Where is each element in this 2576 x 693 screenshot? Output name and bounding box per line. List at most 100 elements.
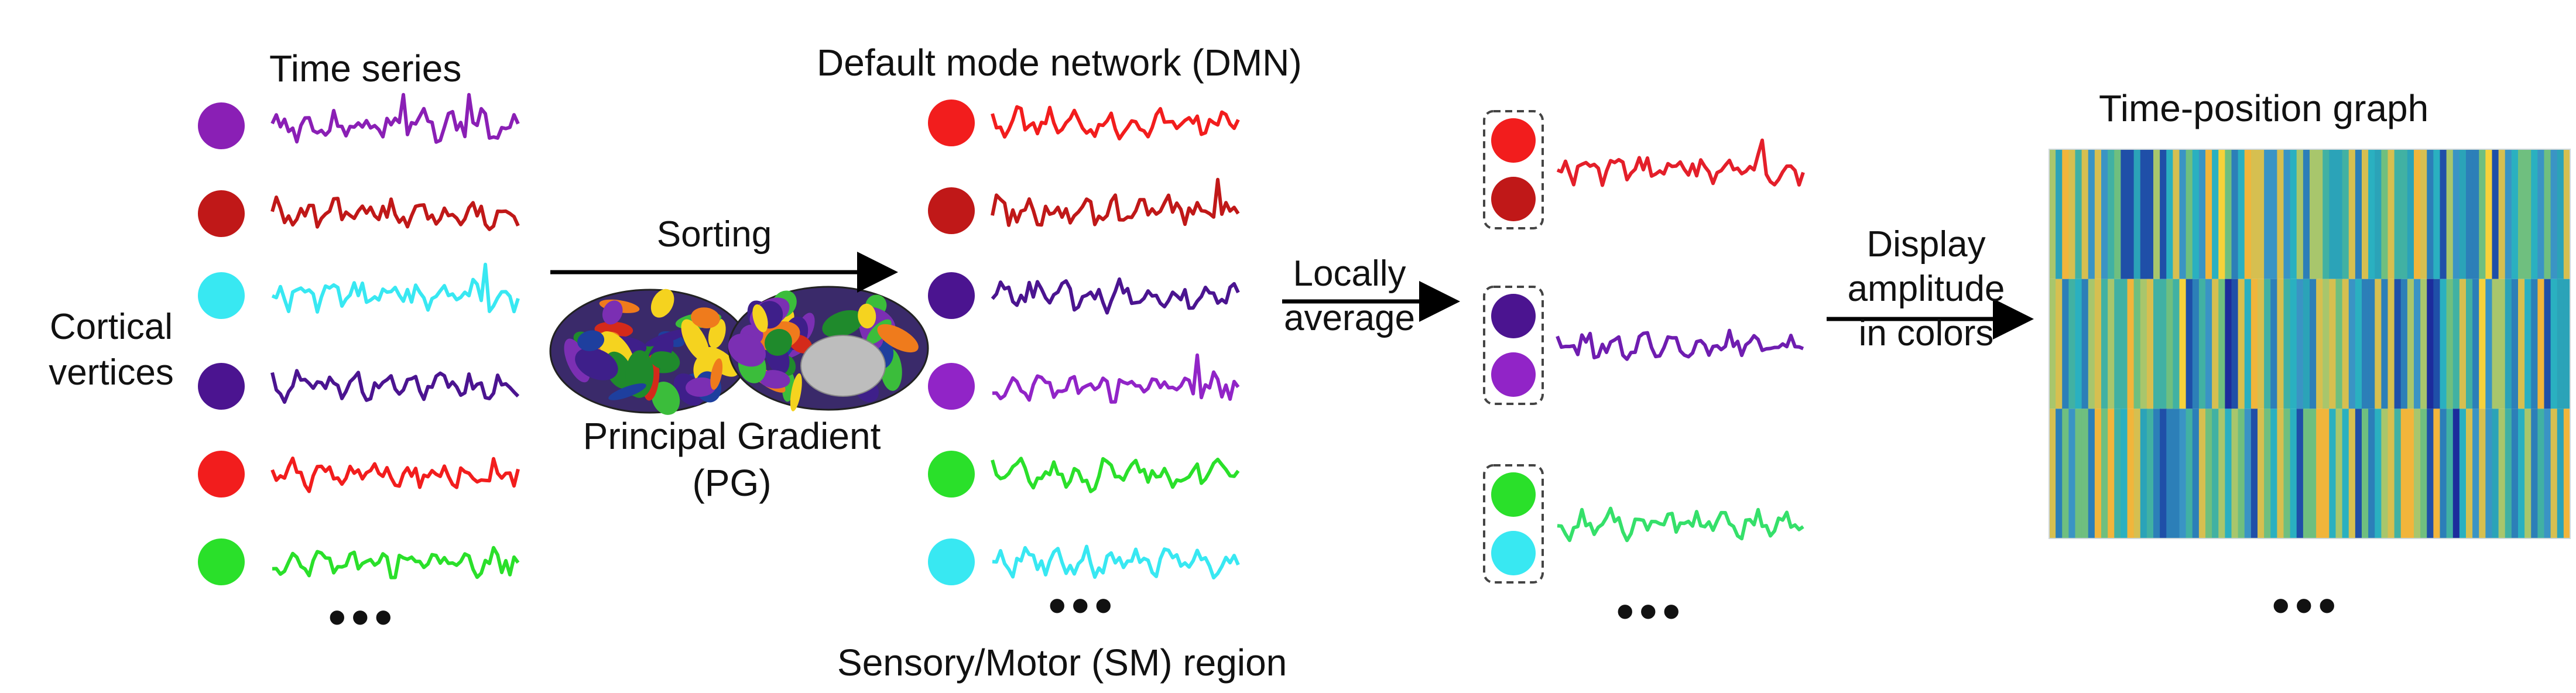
brain-gradient-patch: [650, 289, 674, 318]
heatmap-cell: [2381, 149, 2389, 279]
heatmap-cell: [2225, 149, 2232, 279]
heatmap-frame: [2049, 149, 2571, 539]
heatmap-cell: [2153, 279, 2161, 409]
heatmap-cell: [2088, 279, 2095, 409]
heatmap-cell: [2075, 149, 2082, 279]
heatmap-cell: [2479, 279, 2486, 409]
heatmap-cell: [2452, 409, 2460, 538]
heatmap-cell: [2531, 279, 2539, 409]
heatmap-cell: [2133, 279, 2141, 409]
display-amplitude-label: Display amplitude in colors: [1821, 222, 2032, 356]
heatmap-cell: [2537, 409, 2545, 538]
heatmap-cell: [2459, 409, 2467, 538]
heatmap-cell: [2557, 409, 2564, 538]
heatmap-cell: [2348, 409, 2356, 538]
heatmap-cell: [2511, 279, 2519, 409]
heatmap-cell: [2277, 409, 2284, 538]
heatmap-cell: [2531, 409, 2539, 538]
sm-region-label: Sensory/Motor (SM) region: [837, 641, 1287, 684]
sorted-time-series-group: [928, 100, 1240, 585]
heatmap-cell: [2544, 279, 2551, 409]
heatmap-cell: [2544, 409, 2551, 538]
principal-gradient-line1: Principal Gradient: [583, 415, 881, 457]
heatmap-cell: [2081, 149, 2089, 279]
heatmap-cell: [2505, 149, 2512, 279]
heatmap-cell: [2238, 279, 2245, 409]
heatmap-cell: [2492, 279, 2499, 409]
heatmap-cell: [2446, 279, 2454, 409]
heatmap-cell: [2531, 149, 2539, 279]
heatmap-cell: [2049, 279, 2057, 409]
heatmap-cell: [2173, 149, 2180, 279]
heatmap-cell: [2166, 279, 2174, 409]
heatmap-cell: [2173, 279, 2180, 409]
time-position-graph-title: Time-position graph: [2099, 87, 2429, 129]
heatmap-cell: [2375, 149, 2382, 279]
group-dot-top: [1491, 472, 1536, 517]
heatmap-cell: [2394, 279, 2402, 409]
heatmap-cell: [2472, 279, 2480, 409]
brain-gradient-patch: [858, 303, 876, 329]
display-amplitude-line3: in colors: [1858, 313, 1994, 354]
heatmap-cell: [2290, 409, 2297, 538]
heatmap-cell: [2258, 149, 2265, 279]
heatmap-cell: [2088, 149, 2095, 279]
heatmap-cell: [2056, 279, 2063, 409]
heatmap-cell: [2485, 409, 2493, 538]
heatmap-cell: [2394, 409, 2402, 538]
heatmap-cell: [2316, 409, 2324, 538]
heatmap-cell: [2238, 409, 2245, 538]
heatmap-cell: [2362, 149, 2369, 279]
heatmap-cell: [2362, 279, 2369, 409]
brain-gradient-patch: [691, 307, 720, 328]
brain-gradient-patch: [577, 330, 605, 351]
heatmap-cell: [2108, 409, 2115, 538]
heatmap-cell: [2498, 149, 2506, 279]
heatmap-cell: [2146, 409, 2154, 538]
heatmap-cell: [2146, 279, 2154, 409]
heatmap-cell: [2557, 279, 2564, 409]
brain-principal-gradient-image: [549, 286, 929, 415]
heatmap-cell: [2303, 149, 2310, 279]
heatmap-cell: [2427, 279, 2434, 409]
heatmap-cell: [2310, 409, 2317, 538]
sorted-time-series-line: [991, 457, 1240, 493]
heatmap-cell: [2121, 409, 2128, 538]
heatmap-cell: [2394, 149, 2402, 279]
heatmap-cell: [2056, 409, 2063, 538]
heatmap-cell: [2368, 279, 2376, 409]
heatmap-cell: [2277, 149, 2284, 279]
brain-gradient-patch: [710, 358, 723, 390]
brain-gradient-patch: [790, 373, 802, 411]
heatmap-cell: [2244, 149, 2252, 279]
brain-gradient-patch: [686, 377, 716, 397]
vertex-dot: [198, 102, 245, 149]
sorted-time-series-line: [991, 105, 1240, 140]
heatmap-cell: [2375, 409, 2382, 538]
heatmap-cell: [2179, 149, 2187, 279]
medial-wall: [800, 335, 886, 397]
heatmap-cell: [2173, 409, 2180, 538]
heatmap-cell: [2205, 409, 2213, 538]
heatmap-cell: [2342, 409, 2349, 538]
heatmap-cell: [2472, 409, 2480, 538]
group-dot-bottom: [1491, 352, 1536, 397]
principal-gradient-line2: (PG): [692, 462, 772, 504]
heatmap-cell: [2075, 409, 2082, 538]
heatmap-cell: [2498, 279, 2506, 409]
heatmap-cell: [2121, 279, 2128, 409]
heatmap-cell: [2114, 279, 2122, 409]
heatmap-cell: [2400, 409, 2408, 538]
cortical-vertices-label: Cortical vertices: [23, 304, 199, 396]
display-amplitude-line1: Display: [1866, 224, 1986, 265]
heatmap-cell: [2133, 409, 2141, 538]
heatmap-cell: [2518, 279, 2526, 409]
heatmap-cell: [2290, 279, 2297, 409]
heatmap-cell: [2231, 149, 2239, 279]
time-series-line: [270, 457, 520, 493]
heatmap-cell: [2075, 279, 2082, 409]
heatmap-cell: [2296, 279, 2304, 409]
heatmap-cell: [2472, 149, 2480, 279]
heatmap-cell: [2218, 409, 2226, 538]
heatmap-cell: [2140, 279, 2147, 409]
